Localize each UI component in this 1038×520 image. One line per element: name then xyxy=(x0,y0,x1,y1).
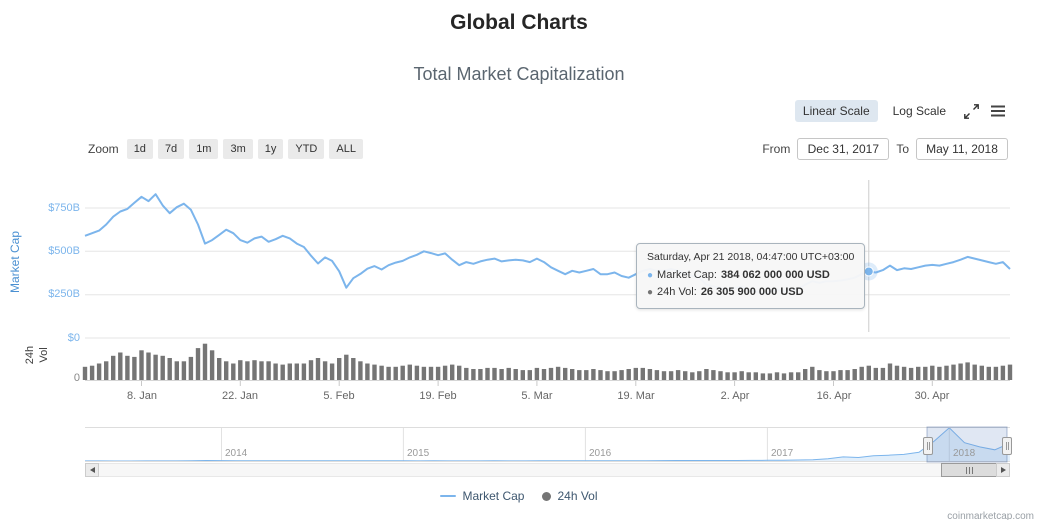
y-axis-label: $0 xyxy=(67,332,80,344)
tooltip-date: Saturday, Apr 21 2018, 04:47:00 UTC+03:0… xyxy=(647,251,855,263)
x-axis-label: 30. Apr xyxy=(914,390,950,402)
tooltip-label: 24h Vol: xyxy=(657,286,697,298)
y-axis-label: $500B xyxy=(48,245,80,257)
watermark: coinmarketcap.com xyxy=(947,511,1034,520)
x-axis-label: 19. Mar xyxy=(617,390,655,402)
x-axis-label: 8. Jan xyxy=(127,390,157,402)
legend-line-icon xyxy=(440,495,457,497)
x-axis-label: 22. Jan xyxy=(221,390,259,402)
scrollbar-left-button[interactable] xyxy=(85,463,99,477)
zoom-button-all[interactable]: ALL xyxy=(329,139,363,159)
volume-axis-title: 24h Vol xyxy=(24,345,50,365)
zoom-button-1m[interactable]: 1m xyxy=(189,139,219,159)
navigator-year-label: 2015 xyxy=(407,448,430,459)
zoom-button-1d[interactable]: 1d xyxy=(126,139,153,159)
x-axis-label: 5. Mar xyxy=(521,390,553,402)
range-selector: From To xyxy=(762,138,1008,160)
zoom-button-7d[interactable]: 7d xyxy=(157,139,185,159)
scrollbar-right-button[interactable] xyxy=(996,463,1010,477)
tooltip-label: Market Cap: xyxy=(657,269,717,281)
tooltip-bullet: ● xyxy=(647,270,654,281)
navigator-year-label: 2018 xyxy=(953,448,976,459)
scale-controls: Linear Scale Log Scale xyxy=(794,100,1008,122)
to-date-input[interactable] xyxy=(916,138,1008,160)
zoom-controls: Zoom 1d 7d 1m 3m 1y YTD ALL xyxy=(88,139,363,159)
legend-label: Market Cap xyxy=(462,489,525,503)
chart-tooltip: Saturday, Apr 21 2018, 04:47:00 UTC+03:0… xyxy=(636,243,866,309)
navigator-year-label: 2014 xyxy=(225,448,248,459)
x-axis-label: 16. Apr xyxy=(816,390,852,402)
legend-item-volume[interactable]: 24h Vol xyxy=(542,489,598,503)
legend-item-market-cap[interactable]: Market Cap xyxy=(440,489,524,503)
navigator-handle-left[interactable] xyxy=(923,437,933,455)
tooltip-value: 384 062 000 000 USD xyxy=(720,269,830,281)
page-title: Global Charts xyxy=(450,11,588,34)
zoom-button-3m[interactable]: 3m xyxy=(223,139,253,159)
zoom-button-1y[interactable]: 1y xyxy=(257,139,284,159)
navigator-year-label: 2016 xyxy=(589,448,612,459)
volume-zero-label: 0 xyxy=(73,372,80,384)
scroll-right-arrow-icon xyxy=(1000,467,1006,473)
x-axis-label: 2. Apr xyxy=(720,390,750,402)
market-cap-axis-title: Market Cap xyxy=(8,230,22,294)
tooltip-row-market-cap: ● Market Cap: 384 062 000 000 USD xyxy=(647,267,854,284)
chart-legend: Market Cap 24h Vol xyxy=(0,489,1038,503)
scrollbar-thumb[interactable] xyxy=(941,463,997,477)
y-axis-label: $750B xyxy=(48,202,80,214)
navigator-year-label: 2017 xyxy=(771,448,794,459)
chart-menu-icon[interactable] xyxy=(988,101,1008,121)
tooltip-row-volume: ● 24h Vol: 26 305 900 000 USD xyxy=(647,284,854,301)
fullscreen-icon[interactable] xyxy=(961,101,981,121)
linear-scale-button[interactable]: Linear Scale xyxy=(794,100,878,122)
x-axis-label: 5. Feb xyxy=(323,390,355,402)
to-label: To xyxy=(896,142,909,156)
x-axis-label: 19. Feb xyxy=(419,390,457,402)
legend-label: 24h Vol xyxy=(557,489,598,503)
zoom-button-ytd[interactable]: YTD xyxy=(288,139,325,159)
scroll-left-arrow-icon xyxy=(89,467,95,473)
legend-dot-icon xyxy=(542,491,552,501)
y-axis-label: $250B xyxy=(48,288,80,300)
tooltip-bullet: ● xyxy=(647,287,654,298)
log-scale-button[interactable]: Log Scale xyxy=(885,100,954,122)
from-date-input[interactable] xyxy=(797,138,890,160)
zoom-label: Zoom xyxy=(88,142,119,156)
chart-title: Total Market Capitalization xyxy=(413,64,625,84)
from-label: From xyxy=(762,142,791,156)
tooltip-value: 26 305 900 000 USD xyxy=(700,286,804,298)
scrollbar-track[interactable] xyxy=(85,463,1010,477)
navigator-handle-right[interactable] xyxy=(1002,437,1012,455)
